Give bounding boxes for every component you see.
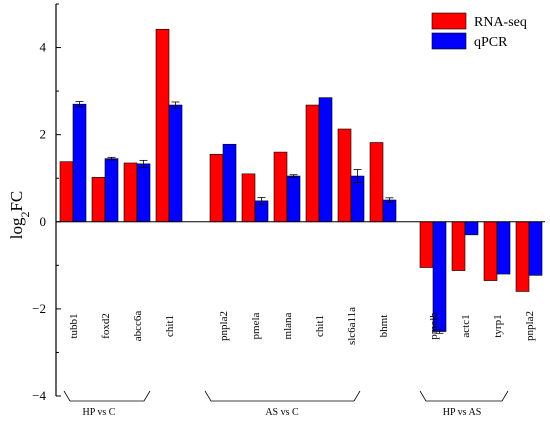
rna-seq-bar (419, 221, 434, 268)
group-label: HP vs AS (443, 407, 482, 418)
legend-label: qPCR (474, 35, 508, 50)
category-label: pnpla2 (218, 311, 230, 341)
category-label: chit1 (314, 315, 326, 337)
plot-area (59, 28, 543, 334)
group-brackets: HP vs C AS vs C HP vs AS (63, 390, 509, 418)
legend-swatch (431, 32, 467, 50)
legend: RNA-seq qPCR (431, 12, 527, 50)
rna-seq-bar (273, 151, 288, 223)
legend-swatch (431, 12, 467, 30)
category-label: foxd2 (100, 313, 112, 339)
qpcr-bar (136, 163, 151, 223)
y-axis-label: log2FC (7, 191, 32, 240)
qpcr-bar (286, 175, 301, 223)
y-tick-label: −4 (32, 388, 46, 403)
rna-seq-bar (155, 28, 170, 223)
category-label: bhmt (378, 315, 390, 338)
y-tick-label: 2 (40, 127, 47, 142)
rna-seq-bar (209, 153, 224, 223)
group-bracket (204, 390, 361, 402)
qpcr-bar (382, 199, 397, 223)
category-label: pmelb (428, 312, 440, 340)
rna-seq-bar (123, 162, 138, 223)
qpcr-bar (464, 221, 479, 236)
qpcr-bar (222, 143, 237, 223)
rna-seq-bar (59, 161, 74, 223)
group-label: AS vs C (265, 407, 299, 418)
category-label: abcc6a (132, 311, 144, 342)
rna-seq-bar (305, 104, 320, 223)
qpcr-bar (318, 97, 333, 223)
category-label: tubb1 (68, 313, 80, 338)
y-axis: −4 −2 0 2 4 (32, 3, 545, 403)
category-label: pmela (250, 312, 262, 339)
category-label: pnpla2 (524, 311, 536, 341)
qpcr-bar (72, 103, 87, 223)
rna-seq-bar (369, 142, 384, 223)
group-label: HP vs C (83, 407, 116, 418)
category-label: actc1 (460, 314, 472, 337)
qpcr-bar (528, 221, 543, 276)
category-labels: tubb1 foxd2 abcc6a chit1 pnpla2 pmela mlana chi… (68, 307, 536, 345)
rna-seq-bar (451, 221, 466, 271)
rna-seq-bar (91, 177, 106, 223)
category-label: mlana (282, 312, 294, 339)
category-label: slc6a11a (346, 307, 358, 345)
qpcr-bar (168, 104, 183, 223)
rna-seq-bar (515, 221, 530, 292)
rna-seq-bar (483, 221, 498, 281)
group-bracket (419, 390, 509, 402)
legend-label: RNA-seq (474, 15, 527, 30)
group-bracket (63, 390, 151, 402)
category-label: chit1 (164, 315, 176, 337)
rna-seq-bar (337, 128, 352, 223)
category-label: tyrp1 (492, 314, 504, 337)
rna-seq-bar (241, 173, 256, 223)
y-tick-label: −2 (32, 301, 46, 316)
y-tick-label: 4 (40, 40, 47, 55)
qpcr-bar (104, 158, 119, 223)
qpcr-bar (496, 221, 511, 275)
y-tick-label: 0 (40, 214, 47, 229)
